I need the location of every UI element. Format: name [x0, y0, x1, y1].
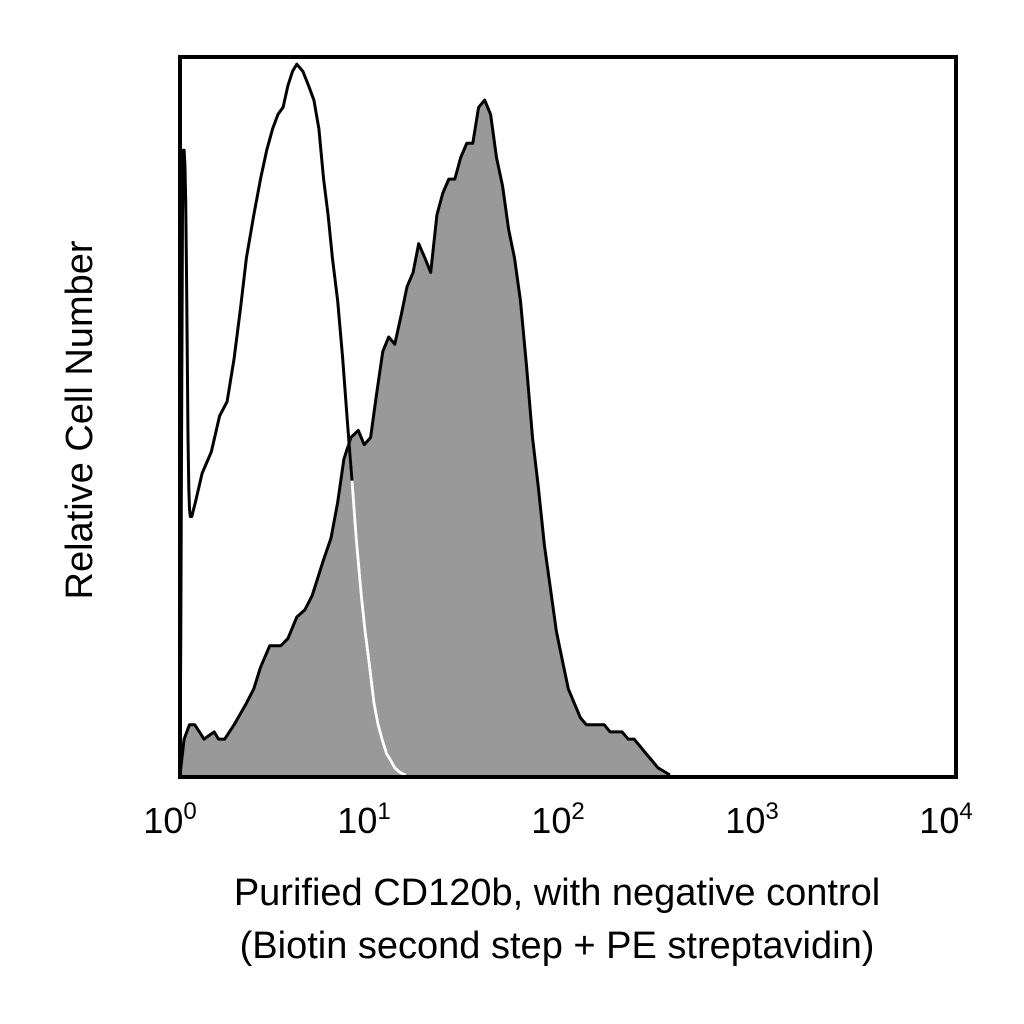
series-layer	[178, 61, 671, 777]
series-0-line	[178, 98, 671, 777]
x-tick-label: 104	[919, 798, 972, 841]
plot-frame	[178, 55, 958, 779]
x-tick-label: 102	[531, 798, 584, 841]
x-tick-label: 100	[143, 798, 196, 841]
x-axis-label-line-2: (Biotin second step + PE streptavidin)	[240, 925, 875, 967]
outline-inside-fill-0	[350, 480, 407, 777]
series-0-fill	[180, 100, 670, 776]
x-tick-label: 103	[725, 798, 778, 841]
x-tick-labels: 100 101 102 103 104	[143, 798, 972, 841]
x-axis-label-line-1: Purified CD120b, with negative control	[234, 872, 880, 914]
x-tick-label: 101	[337, 798, 390, 841]
y-axis-label: Relative Cell Number	[59, 240, 101, 599]
